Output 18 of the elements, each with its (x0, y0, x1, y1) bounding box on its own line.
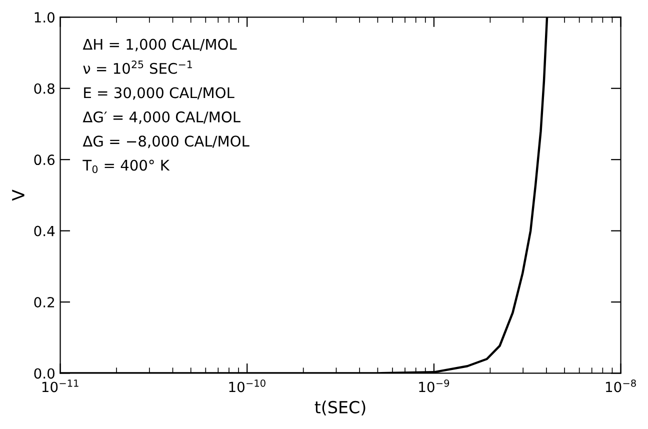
y-tick-label: 0.4 (34, 226, 55, 236)
y-tick-label: 0.8 (34, 83, 54, 94)
x-tick-label: 10$^{−9}$ (419, 379, 450, 392)
annotation: T$_{0}$ = 400° K (82, 160, 170, 174)
annotation: E = 30,000 CAL/MOL (84, 87, 234, 100)
x-tick-label: 10$^{−11}$ (42, 380, 78, 392)
y-axis-title: V (12, 190, 24, 201)
x-tick-label: 10$^{−8}$ (606, 379, 636, 392)
annotation: ΔG′ = 4,000 CAL/MOL (82, 111, 240, 124)
x-axis-title: t(SEC) (314, 400, 366, 416)
annotation: ν = 10$^{25}$ SEC$^{−1}$ (83, 60, 192, 74)
annotation: ΔH = 1,000 CAL/MOL (82, 38, 237, 52)
annotation: ΔG = −8,000 CAL/MOL (82, 136, 250, 148)
y-tick-label: 1.0 (34, 12, 54, 23)
y-tick-label: 0.6 (34, 154, 55, 166)
x-tick-label: 10$^{−10}$ (229, 379, 266, 392)
y-tick-label: 0.0 (34, 368, 54, 379)
y-tick-label: 0.2 (34, 296, 54, 308)
